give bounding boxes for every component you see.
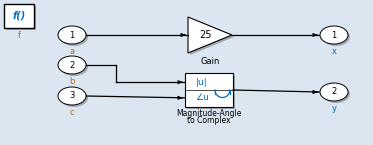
Ellipse shape	[58, 26, 86, 44]
Ellipse shape	[58, 87, 86, 105]
Text: 25: 25	[199, 30, 211, 40]
Text: 2: 2	[69, 60, 75, 69]
Text: y: y	[332, 104, 336, 113]
Bar	[4, 4, 34, 28]
Text: 3: 3	[69, 91, 75, 100]
Ellipse shape	[60, 89, 88, 107]
Text: f(): f()	[12, 11, 26, 21]
Ellipse shape	[60, 58, 88, 76]
Text: b: b	[69, 77, 75, 86]
Text: 1: 1	[331, 30, 336, 39]
Bar	[6, 6, 36, 30]
Text: Magnitude-Angle: Magnitude-Angle	[176, 109, 242, 118]
Ellipse shape	[322, 85, 350, 103]
Text: 1: 1	[69, 30, 75, 39]
Ellipse shape	[320, 26, 348, 44]
Text: x: x	[332, 47, 336, 56]
Text: f: f	[18, 31, 21, 40]
Ellipse shape	[322, 28, 350, 46]
Bar	[187, 75, 235, 109]
Text: c: c	[70, 108, 74, 117]
Text: a: a	[69, 47, 75, 56]
Ellipse shape	[60, 28, 88, 46]
Bar	[185, 73, 233, 107]
Text: 2: 2	[331, 87, 336, 97]
Polygon shape	[188, 17, 232, 53]
Polygon shape	[190, 19, 234, 55]
Ellipse shape	[320, 83, 348, 101]
Ellipse shape	[58, 56, 86, 74]
Text: ∠u: ∠u	[195, 93, 209, 102]
Text: |u|: |u|	[196, 78, 208, 87]
Text: Gain: Gain	[200, 57, 220, 66]
Text: to Complex: to Complex	[187, 116, 231, 125]
